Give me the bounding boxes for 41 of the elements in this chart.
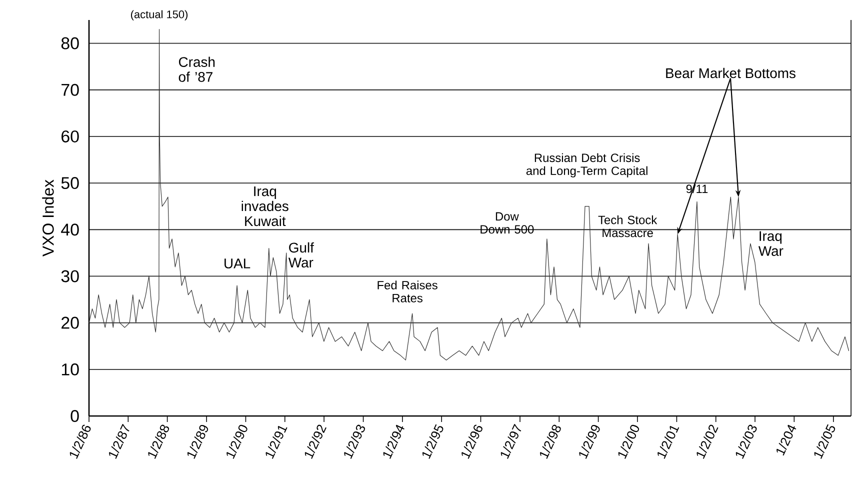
x-tick-label: 1/2/88 — [148, 424, 170, 459]
x-tick-label: 1/2/89 — [187, 424, 208, 459]
y-tick-label: 60 — [62, 130, 79, 142]
y-tick-label: 0 — [70, 410, 79, 422]
annotation: Iraq War — [758, 231, 784, 256]
x-tick-label: 1/2/03 — [736, 424, 757, 459]
x-tick-label: 1/2/91 — [266, 426, 288, 459]
y-tick-label: 10 — [62, 363, 79, 376]
x-tick-label: 1/2/86 — [70, 424, 91, 459]
x-tick-label: 1/2/92 — [304, 424, 326, 459]
annotation: UAL — [224, 258, 250, 268]
x-tick-label: 1/2/99 — [579, 424, 600, 459]
y-tick-label: 80 — [61, 37, 79, 50]
x-tick-label: 1/2/00 — [618, 424, 640, 459]
x-tick-label: 1/2/93 — [344, 424, 366, 459]
x-tick-label: 1/2/05 — [814, 424, 836, 459]
annotation: Iraq invades Kuwait — [242, 186, 288, 226]
annotation: (actual 150) — [131, 10, 188, 20]
annotation: Russian Debt Crisis and Long-Term Capital — [526, 153, 648, 178]
x-tick-label: 1/2/95 — [422, 424, 444, 459]
annotation: Gulf War — [288, 242, 314, 268]
line-series — [88, 29, 850, 360]
annotation: Crash of ’87 — [178, 56, 215, 82]
y-tick-label: 30 — [61, 270, 79, 282]
x-tick-label: 1/2/94 — [383, 424, 404, 459]
annotation: Tech Stock Massacre — [598, 215, 658, 238]
annotation: Fed Raises Rates — [378, 280, 438, 302]
y-tick-label: 70 — [62, 84, 79, 96]
y-tick-label: 20 — [62, 316, 79, 329]
y-axis-title: VXO Index — [42, 180, 54, 256]
x-tick-label: 1/2/01 — [658, 426, 680, 459]
x-tick-label: 1/204 — [776, 424, 796, 456]
x-tick-label: 1/2/96 — [462, 424, 482, 459]
x-tick-label: 1/2/98 — [540, 424, 561, 459]
x-tick-label: 1/2/90 — [226, 424, 248, 459]
y-tick-label: 50 — [61, 177, 79, 190]
annotation: Bear Market Bottoms — [666, 68, 796, 78]
x-tick-label: 1/2/02 — [696, 424, 718, 459]
x-tick-label: 1/2/87 — [108, 424, 130, 459]
x-tick-label: 1/2/97 — [500, 424, 522, 459]
y-tick-label: 40 — [61, 224, 79, 236]
